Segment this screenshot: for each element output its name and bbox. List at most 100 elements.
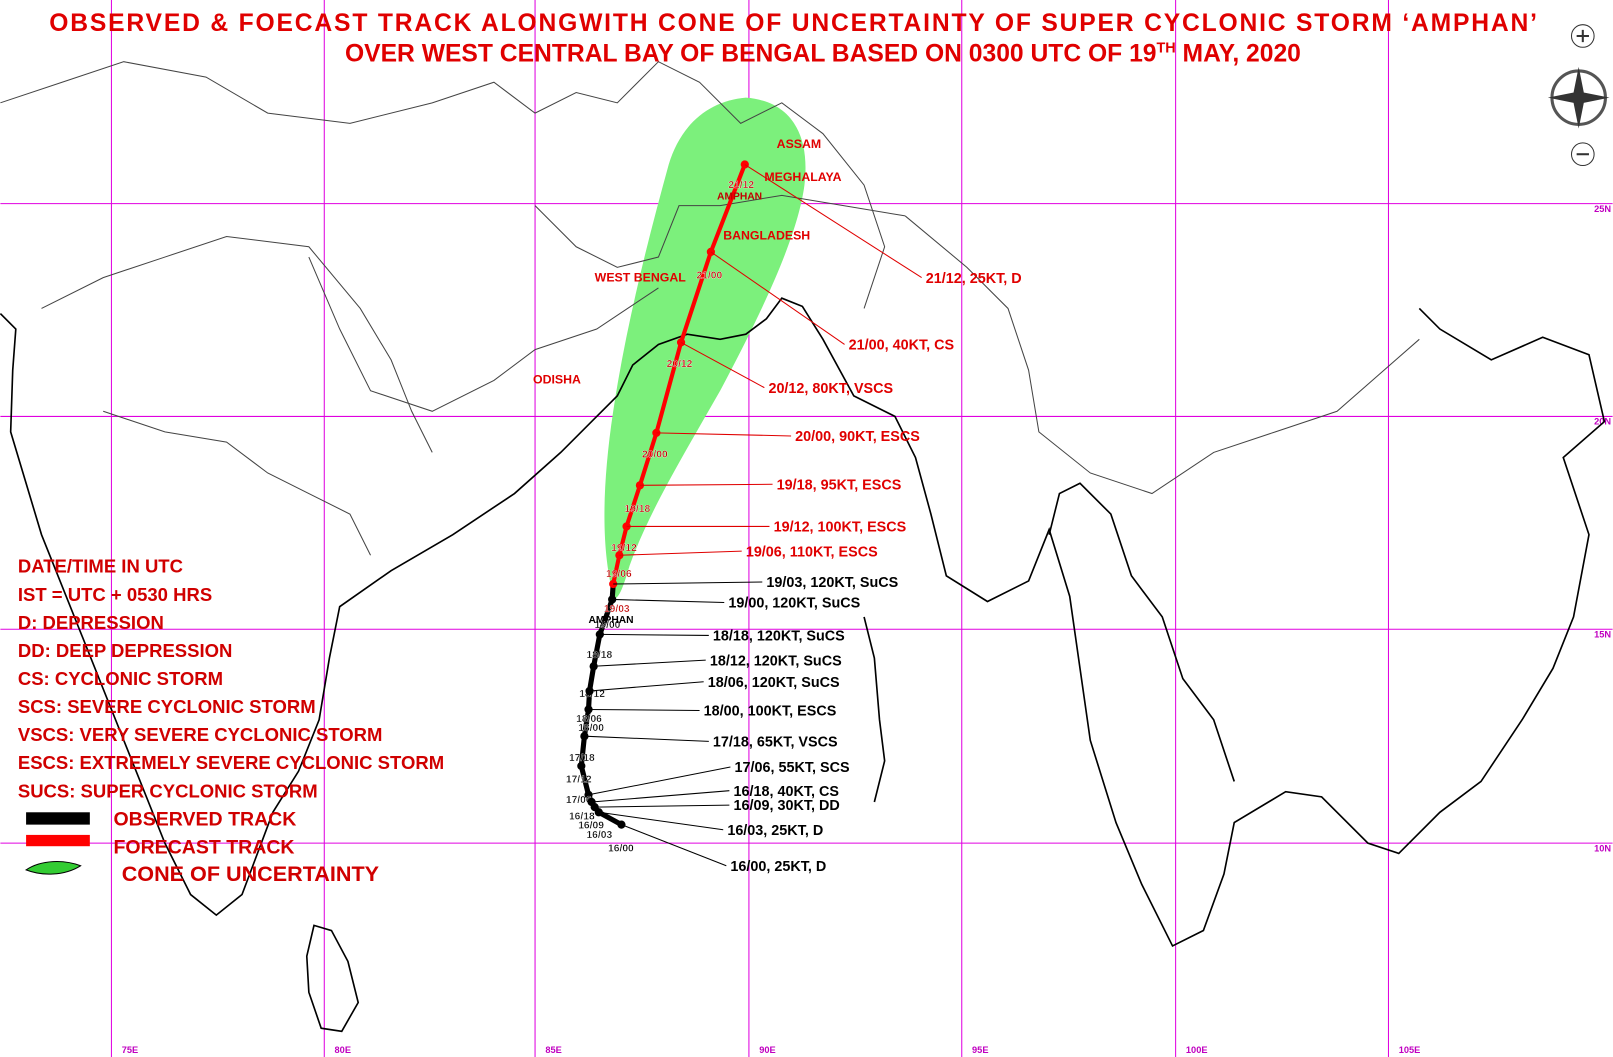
time-label: 16/18 xyxy=(569,811,595,822)
legend-note: IST = UTC + 0530 HRS xyxy=(18,584,212,605)
callout: 19/06, 110KT, ESCS xyxy=(746,544,878,560)
time-label: 17/12 xyxy=(566,774,592,785)
lat-label: 20N xyxy=(1594,417,1611,427)
border xyxy=(534,194,906,268)
title-text: MAY, 2020 xyxy=(1176,41,1301,68)
time-label: 17/18 xyxy=(569,753,595,764)
track-point xyxy=(577,761,586,771)
callout-line xyxy=(588,766,731,796)
legend-note: VSCS: VERY SEVERE CYCLONIC STORM xyxy=(18,724,383,745)
time-label: 19/18 xyxy=(625,504,651,515)
callout: 21/12, 25KT, D xyxy=(926,271,1022,287)
coastline xyxy=(1048,482,1236,782)
callout: 18/00, 100KT, ESCS xyxy=(704,704,837,720)
coastline xyxy=(863,616,886,803)
time-label: 20/00 xyxy=(642,450,668,461)
time-label: 19/06 xyxy=(606,569,632,580)
callout: 16/18, 40KT, CS xyxy=(733,784,839,800)
title-sup: TH xyxy=(1157,40,1176,56)
legend-note: CS: CYCLONIC STORM xyxy=(18,668,223,689)
border xyxy=(103,410,371,556)
storm-label: AMPHAN xyxy=(589,615,634,626)
callout-line xyxy=(639,483,773,486)
lat-label: 10N xyxy=(1594,843,1611,853)
time-label: 18/00 xyxy=(578,723,604,734)
time-label: 21/00 xyxy=(696,271,722,282)
lon-label: 90E xyxy=(759,1045,775,1055)
border xyxy=(904,215,1420,495)
border xyxy=(41,235,433,453)
callout: 21/00, 40KT, CS xyxy=(849,338,955,354)
legend-note: SUCS: SUPER CYCLONIC STORM xyxy=(18,780,318,801)
callout-line xyxy=(744,164,922,279)
callout: 19/00, 120KT, SuCS xyxy=(728,596,860,612)
time-label: 16/03 xyxy=(586,830,612,841)
lat-label: 25N xyxy=(1594,204,1611,214)
legend-cone-swatch xyxy=(24,861,82,875)
callout: 19/03, 120KT, SuCS xyxy=(766,575,898,591)
callout-line xyxy=(591,790,730,803)
track-point xyxy=(594,808,603,817)
callout-line xyxy=(621,824,727,867)
time-label: 18/12 xyxy=(579,689,605,700)
callout-line xyxy=(589,681,704,692)
lon-label: 95E xyxy=(972,1045,988,1055)
border xyxy=(0,61,886,309)
border xyxy=(308,256,659,412)
callout: 20/00, 90KT, ESCS xyxy=(795,429,920,445)
time-label: 16/09 xyxy=(578,821,604,832)
callout: 18/06, 120KT, SuCS xyxy=(708,675,840,691)
region-label: WEST BENGAL xyxy=(595,271,687,285)
track: 21/12 21/12, 25KT, D 21/00 21/00, 40KT, CS 2… xyxy=(566,160,1022,875)
callout: 20/12, 80KT, VSCS xyxy=(768,381,893,397)
callout-line xyxy=(656,432,792,437)
lat-label: 15N xyxy=(1594,629,1611,639)
callout-line xyxy=(593,659,706,667)
callout-line xyxy=(594,804,730,808)
lon-label: 75E xyxy=(122,1045,138,1055)
region-label: ODISHA xyxy=(533,373,581,387)
lon-label: 105E xyxy=(1399,1045,1421,1055)
callout: 16/03, 25KT, D xyxy=(727,823,823,839)
lon-label: 80E xyxy=(335,1045,351,1055)
callout: 18/12, 120KT, SuCS xyxy=(710,653,842,669)
legend-label: FORECAST TRACK xyxy=(113,836,294,858)
callout-line xyxy=(599,633,709,636)
time-label: 16/00 xyxy=(608,843,634,854)
time-label: 19/03 xyxy=(604,604,630,615)
callout: 17/18, 65KT, VSCS xyxy=(713,734,838,750)
callout-line xyxy=(680,341,765,389)
callout-line xyxy=(613,581,763,585)
time-label: 19/12 xyxy=(611,543,637,554)
legend-note: DD: DEEP DEPRESSION xyxy=(18,640,233,661)
legend-note: ESCS: EXTREMELY SEVERE CYCLONIC STORM xyxy=(18,752,444,773)
lon-label: 100E xyxy=(1186,1045,1208,1055)
island xyxy=(305,924,360,1033)
callout-line xyxy=(619,550,742,556)
region-label: MEGHALAYA xyxy=(764,170,841,184)
callout-line xyxy=(612,598,725,604)
forecast-track xyxy=(611,163,747,585)
callout: 18/18, 120KT, SuCS xyxy=(713,629,845,645)
time-label: 18/06 xyxy=(576,714,602,725)
callout-line xyxy=(710,251,845,345)
title-line: OBSERVED & FOECAST TRACK ALONGWITH CONE … xyxy=(49,10,1537,37)
compass-controls[interactable] xyxy=(1547,24,1610,167)
callout: 17/06, 55KT, SCS xyxy=(735,760,850,776)
time-label: 18/18 xyxy=(586,650,612,661)
callout-line xyxy=(588,708,700,712)
time-label: 20/12 xyxy=(667,359,693,370)
cone-of-uncertainty xyxy=(604,97,806,599)
storm-label: AMPHAN xyxy=(717,191,762,202)
legend: OBSERVED TRACK FORECAST TRACK CONE OF UN… xyxy=(18,556,444,886)
legend-label: CONE OF UNCERTAINTY xyxy=(122,861,380,886)
track-point xyxy=(615,551,624,560)
zoom-in-icon xyxy=(1576,29,1589,43)
title-line: OVER WEST CENTRAL BAY OF BENGAL BASED ON… xyxy=(345,40,1301,67)
title-text: OVER WEST CENTRAL BAY OF BENGAL BASED ON… xyxy=(345,41,1157,68)
region-label: BANGLADESH xyxy=(723,229,810,243)
callout: 16/09, 30KT, DD xyxy=(733,798,839,814)
callout-line xyxy=(584,735,709,742)
